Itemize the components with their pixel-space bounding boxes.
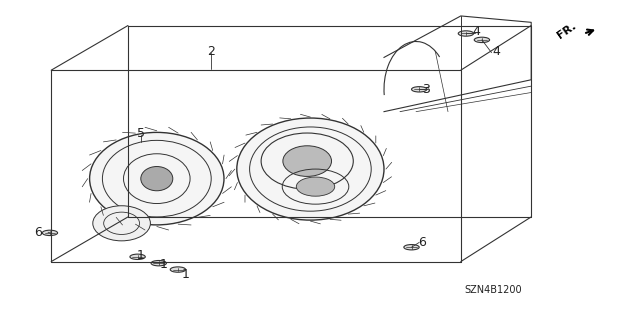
Text: 4: 4	[473, 26, 481, 38]
Text: 6: 6	[419, 236, 426, 249]
Ellipse shape	[42, 230, 58, 235]
Ellipse shape	[237, 118, 384, 220]
Text: 2: 2	[207, 45, 215, 57]
Ellipse shape	[141, 167, 173, 191]
Ellipse shape	[474, 37, 490, 42]
Text: 6: 6	[35, 226, 42, 239]
Ellipse shape	[296, 177, 335, 196]
Text: 4: 4	[492, 45, 500, 57]
Text: 1: 1	[182, 268, 189, 281]
Ellipse shape	[93, 206, 150, 241]
Ellipse shape	[458, 31, 474, 36]
Ellipse shape	[283, 146, 332, 176]
Text: 1: 1	[159, 258, 167, 271]
Ellipse shape	[404, 245, 419, 250]
Text: 3: 3	[422, 83, 429, 96]
Text: 5: 5	[137, 128, 145, 140]
Ellipse shape	[130, 254, 145, 259]
Ellipse shape	[90, 132, 224, 225]
Ellipse shape	[412, 87, 427, 92]
Ellipse shape	[170, 267, 186, 272]
Ellipse shape	[151, 261, 166, 266]
Text: 1: 1	[137, 249, 145, 262]
Text: FR.: FR.	[555, 20, 578, 40]
Text: SZN4B1200: SZN4B1200	[464, 285, 522, 295]
